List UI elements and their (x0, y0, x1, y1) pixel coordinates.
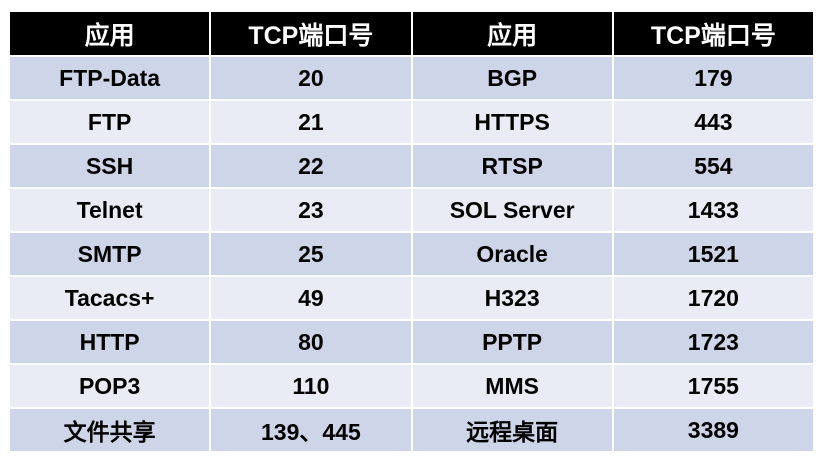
table-cell: PPTP (410, 319, 614, 365)
table-cell: 1720 (611, 275, 816, 321)
table-body: FTP-Data 20 BGP 179 FTP 21 HTTPS 443 SSH 22 RTSP 55… (7, 55, 816, 453)
table-cell: Tacacs+ (7, 275, 212, 321)
table-cell: 3389 (611, 407, 816, 453)
table-row: 文件共享 139、445 远程桌面 3389 (7, 407, 816, 453)
table-row: POP3 110 MMS 1755 (7, 363, 816, 409)
table-cell: Telnet (7, 187, 212, 233)
table-row: FTP 21 HTTPS 443 (7, 99, 816, 145)
table-cell: BGP (410, 55, 614, 101)
table-cell: SMTP (7, 231, 212, 277)
port-table: 应用 TCP端口号 应用 TCP端口号 FTP-Data 20 BGP 179 FTP 21 HT… (7, 10, 816, 453)
header-cell: 应用 (410, 10, 614, 57)
table-cell: 21 (209, 99, 413, 145)
table-row: SMTP 25 Oracle 1521 (7, 231, 816, 277)
table-cell: 25 (209, 231, 413, 277)
table-cell: FTP (7, 99, 212, 145)
table-cell: 1755 (611, 363, 816, 409)
table-cell: 49 (209, 275, 413, 321)
table-cell: HTTPS (410, 99, 614, 145)
table-cell: SOL Server (410, 187, 614, 233)
table-cell: 554 (611, 143, 816, 189)
table-row: FTP-Data 20 BGP 179 (7, 55, 816, 101)
table-cell: H323 (410, 275, 614, 321)
table-cell: FTP-Data (7, 55, 212, 101)
table-cell: 80 (209, 319, 413, 365)
table-cell: Oracle (410, 231, 614, 277)
table-cell: 远程桌面 (410, 407, 614, 453)
table-cell: 139、445 (209, 407, 413, 453)
table-row: HTTP 80 PPTP 1723 (7, 319, 816, 365)
table-cell: 1723 (611, 319, 816, 365)
header-cell: TCP端口号 (611, 10, 816, 57)
table-cell: 110 (209, 363, 413, 409)
table-cell: SSH (7, 143, 212, 189)
table-cell: 1433 (611, 187, 816, 233)
table-cell: 20 (209, 55, 413, 101)
table-cell: 23 (209, 187, 413, 233)
table-cell: 22 (209, 143, 413, 189)
table-cell: MMS (410, 363, 614, 409)
table-row: Telnet 23 SOL Server 1433 (7, 187, 816, 233)
table-cell: 443 (611, 99, 816, 145)
header-cell: 应用 (7, 10, 212, 57)
header-cell: TCP端口号 (209, 10, 413, 57)
table-row: SSH 22 RTSP 554 (7, 143, 816, 189)
header-row: 应用 TCP端口号 应用 TCP端口号 (7, 10, 816, 57)
table-cell: 179 (611, 55, 816, 101)
table-cell: HTTP (7, 319, 212, 365)
table-cell: 文件共享 (7, 407, 212, 453)
table-cell: 1521 (611, 231, 816, 277)
table-cell: RTSP (410, 143, 614, 189)
table-row: Tacacs+ 49 H323 1720 (7, 275, 816, 321)
table-cell: POP3 (7, 363, 212, 409)
